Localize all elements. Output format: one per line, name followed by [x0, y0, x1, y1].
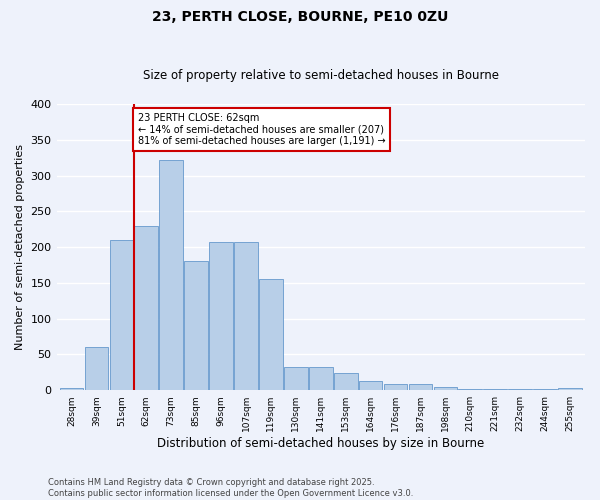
Bar — [359, 381, 382, 390]
Bar — [134, 226, 158, 390]
Bar — [409, 384, 433, 390]
Text: 23, PERTH CLOSE, BOURNE, PE10 0ZU: 23, PERTH CLOSE, BOURNE, PE10 0ZU — [152, 10, 448, 24]
Bar — [259, 280, 283, 390]
Bar — [59, 388, 83, 390]
Bar — [160, 160, 183, 390]
Text: 23 PERTH CLOSE: 62sqm
← 14% of semi-detached houses are smaller (207)
81% of sem: 23 PERTH CLOSE: 62sqm ← 14% of semi-deta… — [137, 112, 385, 146]
Bar — [458, 389, 482, 390]
Bar — [85, 348, 108, 390]
X-axis label: Distribution of semi-detached houses by size in Bourne: Distribution of semi-detached houses by … — [157, 437, 484, 450]
Bar — [234, 242, 258, 390]
Bar — [334, 373, 358, 390]
Bar — [209, 242, 233, 390]
Bar — [558, 388, 582, 390]
Bar — [184, 260, 208, 390]
Y-axis label: Number of semi-detached properties: Number of semi-detached properties — [15, 144, 25, 350]
Bar — [309, 366, 332, 390]
Bar — [110, 240, 133, 390]
Text: Contains HM Land Registry data © Crown copyright and database right 2025.
Contai: Contains HM Land Registry data © Crown c… — [48, 478, 413, 498]
Title: Size of property relative to semi-detached houses in Bourne: Size of property relative to semi-detach… — [143, 69, 499, 82]
Bar — [384, 384, 407, 390]
Bar — [434, 386, 457, 390]
Bar — [284, 366, 308, 390]
